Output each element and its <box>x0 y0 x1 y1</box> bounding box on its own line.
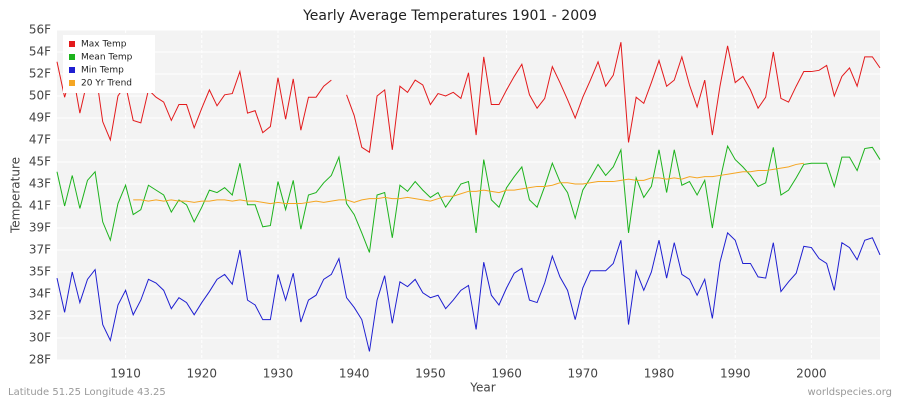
x-axis-label: Year <box>469 381 495 395</box>
x-tick-label: 1960 <box>491 367 522 381</box>
y-tick-label: 52F <box>29 67 51 81</box>
legend-label: Mean Temp <box>81 53 133 63</box>
y-tick-label: 41F <box>29 199 51 213</box>
x-tick-label: 1980 <box>644 367 675 381</box>
series-line <box>133 162 804 205</box>
y-axis-label: Temperature <box>9 157 23 234</box>
plot-background <box>57 30 880 360</box>
y-tick-label: 34F <box>29 287 51 301</box>
y-tick-label: 56F <box>29 23 51 37</box>
legend-label: Min Temp <box>81 66 124 76</box>
y-tick-label: 43F <box>29 177 51 191</box>
legend-swatch <box>69 67 75 73</box>
x-tick-label: 1930 <box>263 367 294 381</box>
legend-swatch <box>69 41 75 47</box>
y-tick-label: 32F <box>29 309 51 323</box>
legend: Max Temp Mean Temp Min Temp 20 Yr Trend <box>63 35 155 93</box>
legend-swatch <box>69 54 75 60</box>
y-tick-label: 50F <box>29 89 51 103</box>
y-tick-label: 30F <box>29 331 51 345</box>
legend-label: 20 Yr Trend <box>81 79 132 89</box>
series-line <box>56 144 881 253</box>
y-tick-label: 54F <box>29 45 51 59</box>
x-tick-label: 1970 <box>568 367 599 381</box>
y-tick-label: 35F <box>29 265 51 279</box>
x-tick-label: 1990 <box>720 367 751 381</box>
x-tick-label: 1920 <box>187 367 218 381</box>
y-tick-label: 47F <box>29 133 51 147</box>
y-tick-label: 39F <box>29 221 51 235</box>
chart-title: Yearly Average Temperatures 1901 - 2009 <box>302 8 597 24</box>
x-tick-label: 2000 <box>796 367 827 381</box>
footer-credit: worldspecies.org <box>808 387 892 398</box>
y-tick-label: 45F <box>29 155 51 169</box>
y-tick-label: 49F <box>29 111 51 125</box>
x-tick-label: 1950 <box>415 367 446 381</box>
footer-location: Latitude 51.25 Longitude 43.25 <box>8 387 166 398</box>
series-line <box>56 231 881 352</box>
legend-swatch <box>69 80 75 86</box>
x-tick-label: 1910 <box>110 367 141 381</box>
legend-box <box>63 35 155 93</box>
legend-label: Max Temp <box>81 40 127 50</box>
series-line <box>56 42 881 154</box>
y-tick-label: 28F <box>29 353 51 367</box>
y-tick-label: 37F <box>29 243 51 257</box>
x-tick-label: 1940 <box>339 367 370 381</box>
